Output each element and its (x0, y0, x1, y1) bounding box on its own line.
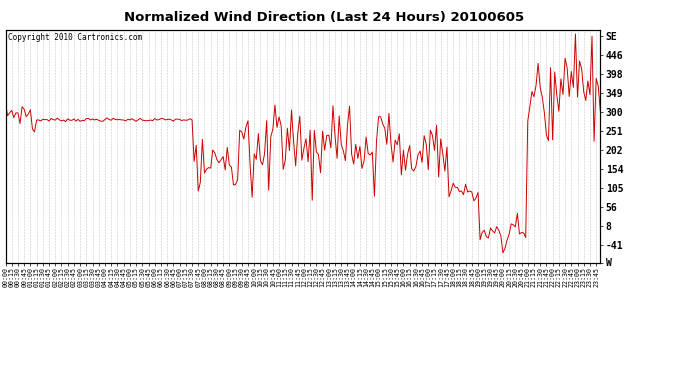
Text: Normalized Wind Direction (Last 24 Hours) 20100605: Normalized Wind Direction (Last 24 Hours… (124, 11, 524, 24)
Text: Copyright 2010 Cartronics.com: Copyright 2010 Cartronics.com (8, 33, 143, 42)
